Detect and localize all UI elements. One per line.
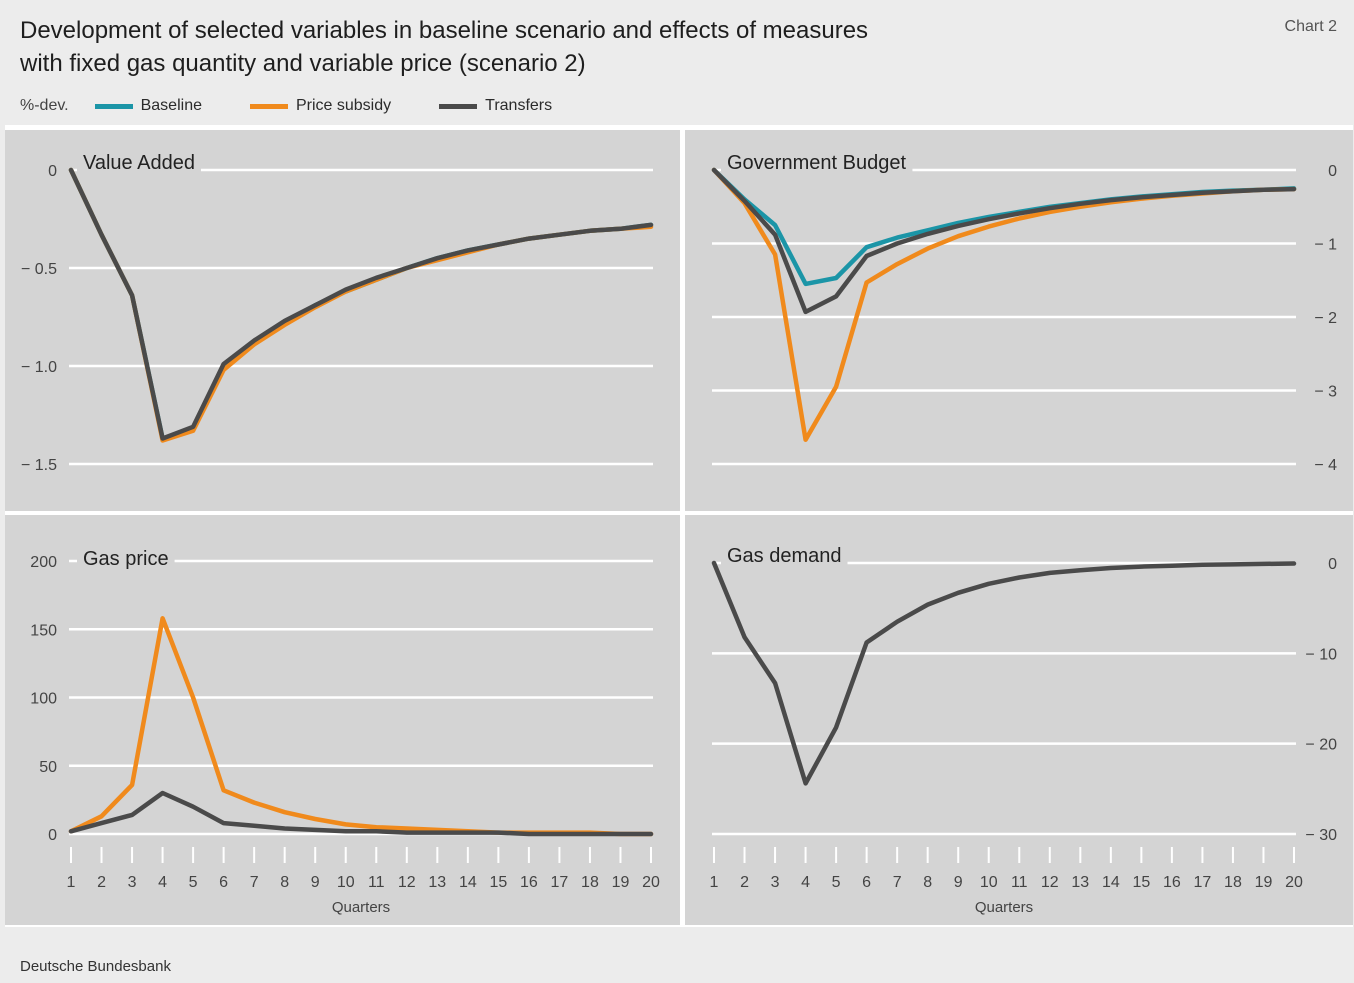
panel-gas-demand-xtick-label: 12 (1041, 874, 1059, 891)
panel-gas-demand-xtick-label: 1 (710, 874, 719, 891)
panel-government-budget-ytick-label: − 1 (1314, 237, 1337, 254)
panel-gas-price-background (5, 515, 680, 925)
legend-swatch-transfers (439, 103, 478, 109)
panel-gas-price-xtick-label: 5 (189, 874, 198, 891)
charts-canvas: 0 − 0.5 − 1.0 − 1.5 Value Added 0 − 1 − 2 − 3 − 4… (5, 130, 1353, 925)
panel-gas-demand-xtick-label: 4 (801, 874, 810, 891)
panel-government-budget-ytick-label: − 4 (1314, 457, 1337, 474)
panel-government-budget-background (685, 130, 1353, 511)
panel-gas-demand-xaxis-label: Quarters (975, 899, 1033, 916)
panel-gas-demand-xtick-label: 19 (1255, 874, 1273, 891)
panel-gas-price-ytick-label: 100 (30, 691, 57, 708)
panel-government-budget-series-transfers (711, 167, 1297, 315)
panel-gas-price-xtick-label: 2 (97, 874, 106, 891)
panel-gas-price-xaxis-label: Quarters (332, 899, 390, 916)
panel-gas-price-xtick-label: 19 (612, 874, 630, 891)
panel-gas-price-ytick-label: 200 (30, 554, 57, 571)
panel-gas-price-xtick-label: 13 (428, 874, 446, 891)
panel-value-added-title-backdrop (77, 150, 201, 178)
panel-gas-demand-xtick-label: 13 (1071, 874, 1089, 891)
panel-gas-price-series-transfers (68, 790, 654, 837)
panel-gas-demand-title-backdrop (721, 543, 848, 571)
panel-gas-price-xtick-label: 17 (551, 874, 569, 891)
legend-item-price-subsidy: Price subsidy (249, 97, 392, 115)
chart-title: Development of selected variables in bas… (20, 14, 1020, 80)
panel-gas-demand-xtick-label: 17 (1194, 874, 1212, 891)
panel-gas-price-title-backdrop (77, 546, 175, 574)
legend-item-baseline: Baseline (94, 97, 202, 115)
chart-number: Chart 2 (1284, 18, 1337, 35)
panel-gas-price-xtick-label: 10 (337, 874, 355, 891)
panel-gas-demand-xtick-label: 3 (771, 874, 780, 891)
legend-label-transfers: Transfers (485, 97, 553, 114)
panel-gas-price-xtick-label: 14 (459, 874, 477, 891)
panel-value-added: 0 − 0.5 − 1.0 − 1.5 Value Added (5, 130, 680, 511)
panel-gas-demand-xtick-label: 5 (832, 874, 841, 891)
panel-gas-price-xtick-label: 18 (581, 874, 599, 891)
panel-gas-demand-xtick-label: 7 (893, 874, 902, 891)
panel-value-added-ytick-label: − 1.5 (21, 457, 57, 474)
panel-gas-price-xtick-label: 4 (158, 874, 167, 891)
panel-gas-demand-xtick-label: 8 (923, 874, 932, 891)
legend-label-baseline: Baseline (140, 97, 202, 114)
panel-value-added-background (5, 130, 680, 511)
panel-gas-price-xtick-label: 12 (398, 874, 416, 891)
panel-gas-price-title: Gas price (83, 548, 169, 570)
panel-value-added-title: Value Added (83, 152, 195, 174)
panel-gas-demand-xtick-label: 11 (1011, 874, 1028, 891)
panel-value-added-ytick-label: 0 (48, 163, 57, 180)
panel-gas-demand-xtick-label: 15 (1132, 874, 1150, 891)
panel-gas-price-xtick-label: 15 (489, 874, 507, 891)
panel-gas-price-ytick-label: 50 (39, 759, 57, 776)
panel-government-budget-ytick-label: − 3 (1314, 384, 1337, 401)
panel-gas-demand-ytick-label: 0 (1328, 556, 1337, 573)
panel-value-added-ytick-label: − 1.0 (21, 359, 57, 376)
panel-gas-price-xtick-label: 8 (280, 874, 289, 891)
panel-gas-demand-xtick-label: 9 (954, 874, 963, 891)
panel-gas-price-ytick-label: 0 (48, 827, 57, 844)
panel-government-budget-ytick-label: − 2 (1314, 310, 1337, 327)
panel-gas-demand-xtick-label: 6 (862, 874, 871, 891)
legend-swatch-price-subsidy (249, 103, 288, 109)
panels-area: 0 − 0.5 − 1.0 − 1.5 Value Added 0 − 1 − 2 − 3 − 4… (5, 125, 1353, 927)
panel-gas-demand-xtick-label: 10 (980, 874, 998, 891)
panel-gas-demand-ytick-label: − 20 (1305, 737, 1337, 754)
panel-gas-price-xtick-label: 6 (219, 874, 228, 891)
panel-government-budget: 0 − 1 − 2 − 3 − 4 Government Budget (685, 130, 1353, 511)
panel-gas-price-xtick-label: 16 (520, 874, 538, 891)
panel-gas-price-xtick-label: 3 (128, 874, 137, 891)
legend-label-price-subsidy: Price subsidy (295, 97, 392, 114)
panel-gas-demand-series-transfers (711, 560, 1297, 786)
panel-value-added-ytick-label: − 0.5 (21, 261, 57, 278)
panel-gas-demand-xtick-label: 14 (1102, 874, 1120, 891)
legend: %-dev. Baseline Price subsidy Transfers (20, 95, 600, 117)
panel-gas-price-xtick-label: 11 (368, 874, 385, 891)
panel-gas-demand-ytick-label: − 30 (1305, 827, 1337, 844)
legend-swatch-baseline (94, 103, 133, 109)
panel-gas-price-xtick-label: 9 (311, 874, 320, 891)
panel-gas-demand-xtick-label: 20 (1285, 874, 1303, 891)
panel-government-budget-title-backdrop (721, 150, 913, 178)
chart-title-line-2: with fixed gas quantity and variable pri… (20, 50, 586, 77)
panel-value-added-series-transfers (68, 167, 654, 441)
chart-title-line-1: Development of selected variables in bas… (20, 17, 869, 44)
panel-gas-demand-xtick-label: 2 (740, 874, 749, 891)
panel-gas-price-xtick-label: 1 (67, 874, 76, 891)
legend-item-transfers: Transfers (439, 97, 552, 115)
panel-gas-demand-xtick-label: 16 (1163, 874, 1181, 891)
unit-label: %-dev. (20, 97, 69, 114)
panel-gas-price-xtick-label: 20 (642, 874, 660, 891)
panel-gas-demand-ytick-label: − 10 (1305, 646, 1337, 663)
panel-gas-demand-xtick-label: 18 (1224, 874, 1242, 891)
panel-government-budget-ytick-label: 0 (1328, 163, 1337, 180)
source-label: Deutsche Bundesbank (20, 958, 171, 975)
panel-gas-price-xtick-label: 7 (250, 874, 259, 891)
panel-government-budget-title: Government Budget (727, 152, 906, 174)
panel-gas-price-ytick-label: 150 (30, 622, 57, 639)
panel-gas-demand-title: Gas demand (727, 545, 842, 567)
